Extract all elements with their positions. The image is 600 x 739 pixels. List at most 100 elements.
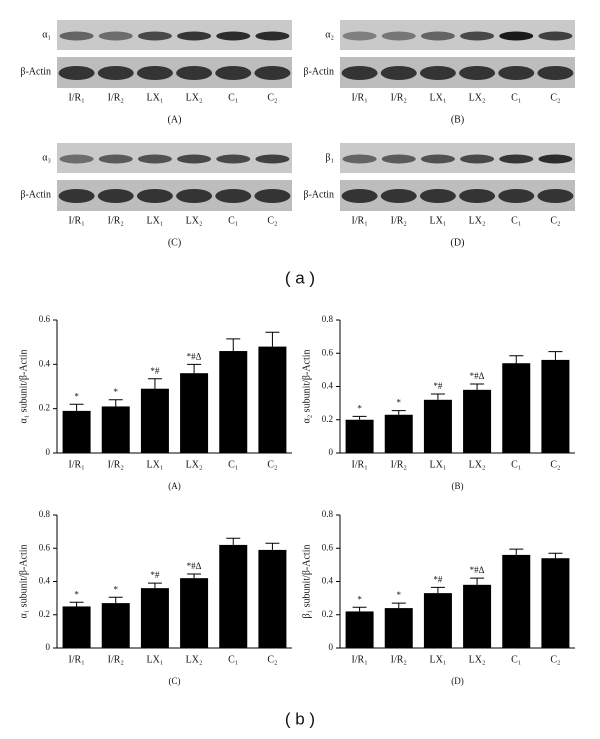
lane-label: C₂ [267, 215, 277, 226]
band [216, 154, 251, 164]
y-tick-label: 0.6 [322, 542, 334, 552]
y-tick-label: 0 [46, 642, 51, 652]
band [499, 154, 534, 164]
x-tick-label: C₁ [511, 459, 521, 470]
bar [463, 389, 492, 453]
lane-label: I/R₁ [68, 215, 84, 226]
x-tick-label: LX₂ [186, 459, 203, 470]
bar [423, 593, 452, 648]
x-tick-label: I/R₁ [68, 459, 84, 470]
panel-label: (A) [168, 481, 181, 491]
significance: *# [150, 366, 160, 376]
significance: * [74, 589, 79, 599]
lane-label: I/R₁ [351, 215, 367, 226]
band [419, 189, 456, 203]
blot-strip [340, 143, 575, 173]
bar [502, 554, 531, 648]
lane-label: LX₂ [469, 92, 486, 103]
error-bar [265, 331, 280, 347]
significance: * [74, 391, 79, 401]
y-tick-label: 0.4 [322, 381, 334, 391]
x-tick-label: I/R₂ [108, 459, 124, 470]
band [419, 66, 456, 80]
band [538, 154, 573, 164]
band [97, 189, 134, 203]
band [459, 189, 496, 203]
bar [258, 549, 287, 648]
band [341, 66, 378, 80]
x-tick-label: LX₂ [469, 459, 486, 470]
lane-label: I/R₂ [391, 92, 407, 103]
bar [541, 359, 570, 453]
figure-label: ( b ) [285, 709, 315, 728]
band [498, 189, 535, 203]
blot-strip [57, 57, 292, 88]
bar [62, 410, 91, 453]
lane-label: LX₂ [186, 215, 203, 226]
error-bar [187, 573, 202, 579]
panel-label: (C) [169, 676, 181, 686]
y-tick-label: 0.2 [322, 414, 333, 424]
lane-label: I/R₂ [108, 92, 124, 103]
y-tick-label: 0.6 [322, 347, 334, 357]
control-label: β-Actin [303, 66, 334, 77]
protein-label: α₃ [42, 152, 51, 163]
band [381, 31, 416, 41]
lane-label: I/R₂ [391, 215, 407, 226]
panel-label: (B) [451, 114, 464, 125]
lane-label: LX₁ [147, 92, 164, 103]
panel-label: (D) [451, 676, 464, 686]
lane-label: LX₁ [147, 215, 164, 226]
lane-label: LX₁ [430, 215, 447, 226]
x-tick-label: C₁ [228, 459, 238, 470]
x-tick-label: I/R₂ [391, 459, 407, 470]
control-label: β-Actin [303, 189, 334, 200]
band [460, 154, 495, 164]
band [58, 66, 95, 80]
band [538, 31, 573, 41]
y-tick-label: 0.2 [39, 609, 50, 619]
error-bar [509, 548, 524, 555]
band [97, 66, 134, 80]
bar [219, 351, 248, 453]
band [216, 31, 251, 41]
y-tick-label: 0.2 [39, 403, 50, 413]
blot-strip [340, 20, 575, 50]
y-tick-label: 0.8 [322, 314, 334, 324]
error-bar [548, 552, 563, 559]
error-bar [430, 393, 445, 400]
bar [423, 399, 452, 453]
lane-label: LX₁ [430, 92, 447, 103]
x-tick-label: LX₂ [469, 654, 486, 665]
band [537, 66, 574, 80]
significance: *#Δ [187, 561, 202, 571]
error-bar [187, 363, 202, 374]
bar [101, 603, 130, 648]
error-bar [108, 596, 123, 604]
band [420, 154, 455, 164]
error-bar [352, 415, 367, 420]
band [460, 31, 495, 41]
lane-label: C₁ [511, 92, 521, 103]
y-tick-label: 0.8 [39, 509, 51, 519]
bar [62, 606, 91, 648]
band [255, 154, 290, 164]
error-bar [147, 582, 162, 589]
y-tick-label: 0 [329, 642, 334, 652]
band [136, 66, 173, 80]
y-tick-label: 0.8 [322, 509, 334, 519]
y-tick-label: 0.4 [39, 576, 51, 586]
bar [384, 608, 413, 648]
error-bar [391, 602, 406, 609]
protein-label: α₂ [325, 29, 334, 40]
band [341, 189, 378, 203]
x-tick-label: C₂ [550, 459, 560, 470]
x-tick-label: I/R₁ [68, 654, 84, 665]
band [342, 154, 377, 164]
band [380, 66, 417, 80]
band [342, 31, 377, 41]
significance: * [397, 398, 402, 408]
error-bar [226, 338, 241, 352]
bar [463, 584, 492, 648]
band [537, 189, 574, 203]
